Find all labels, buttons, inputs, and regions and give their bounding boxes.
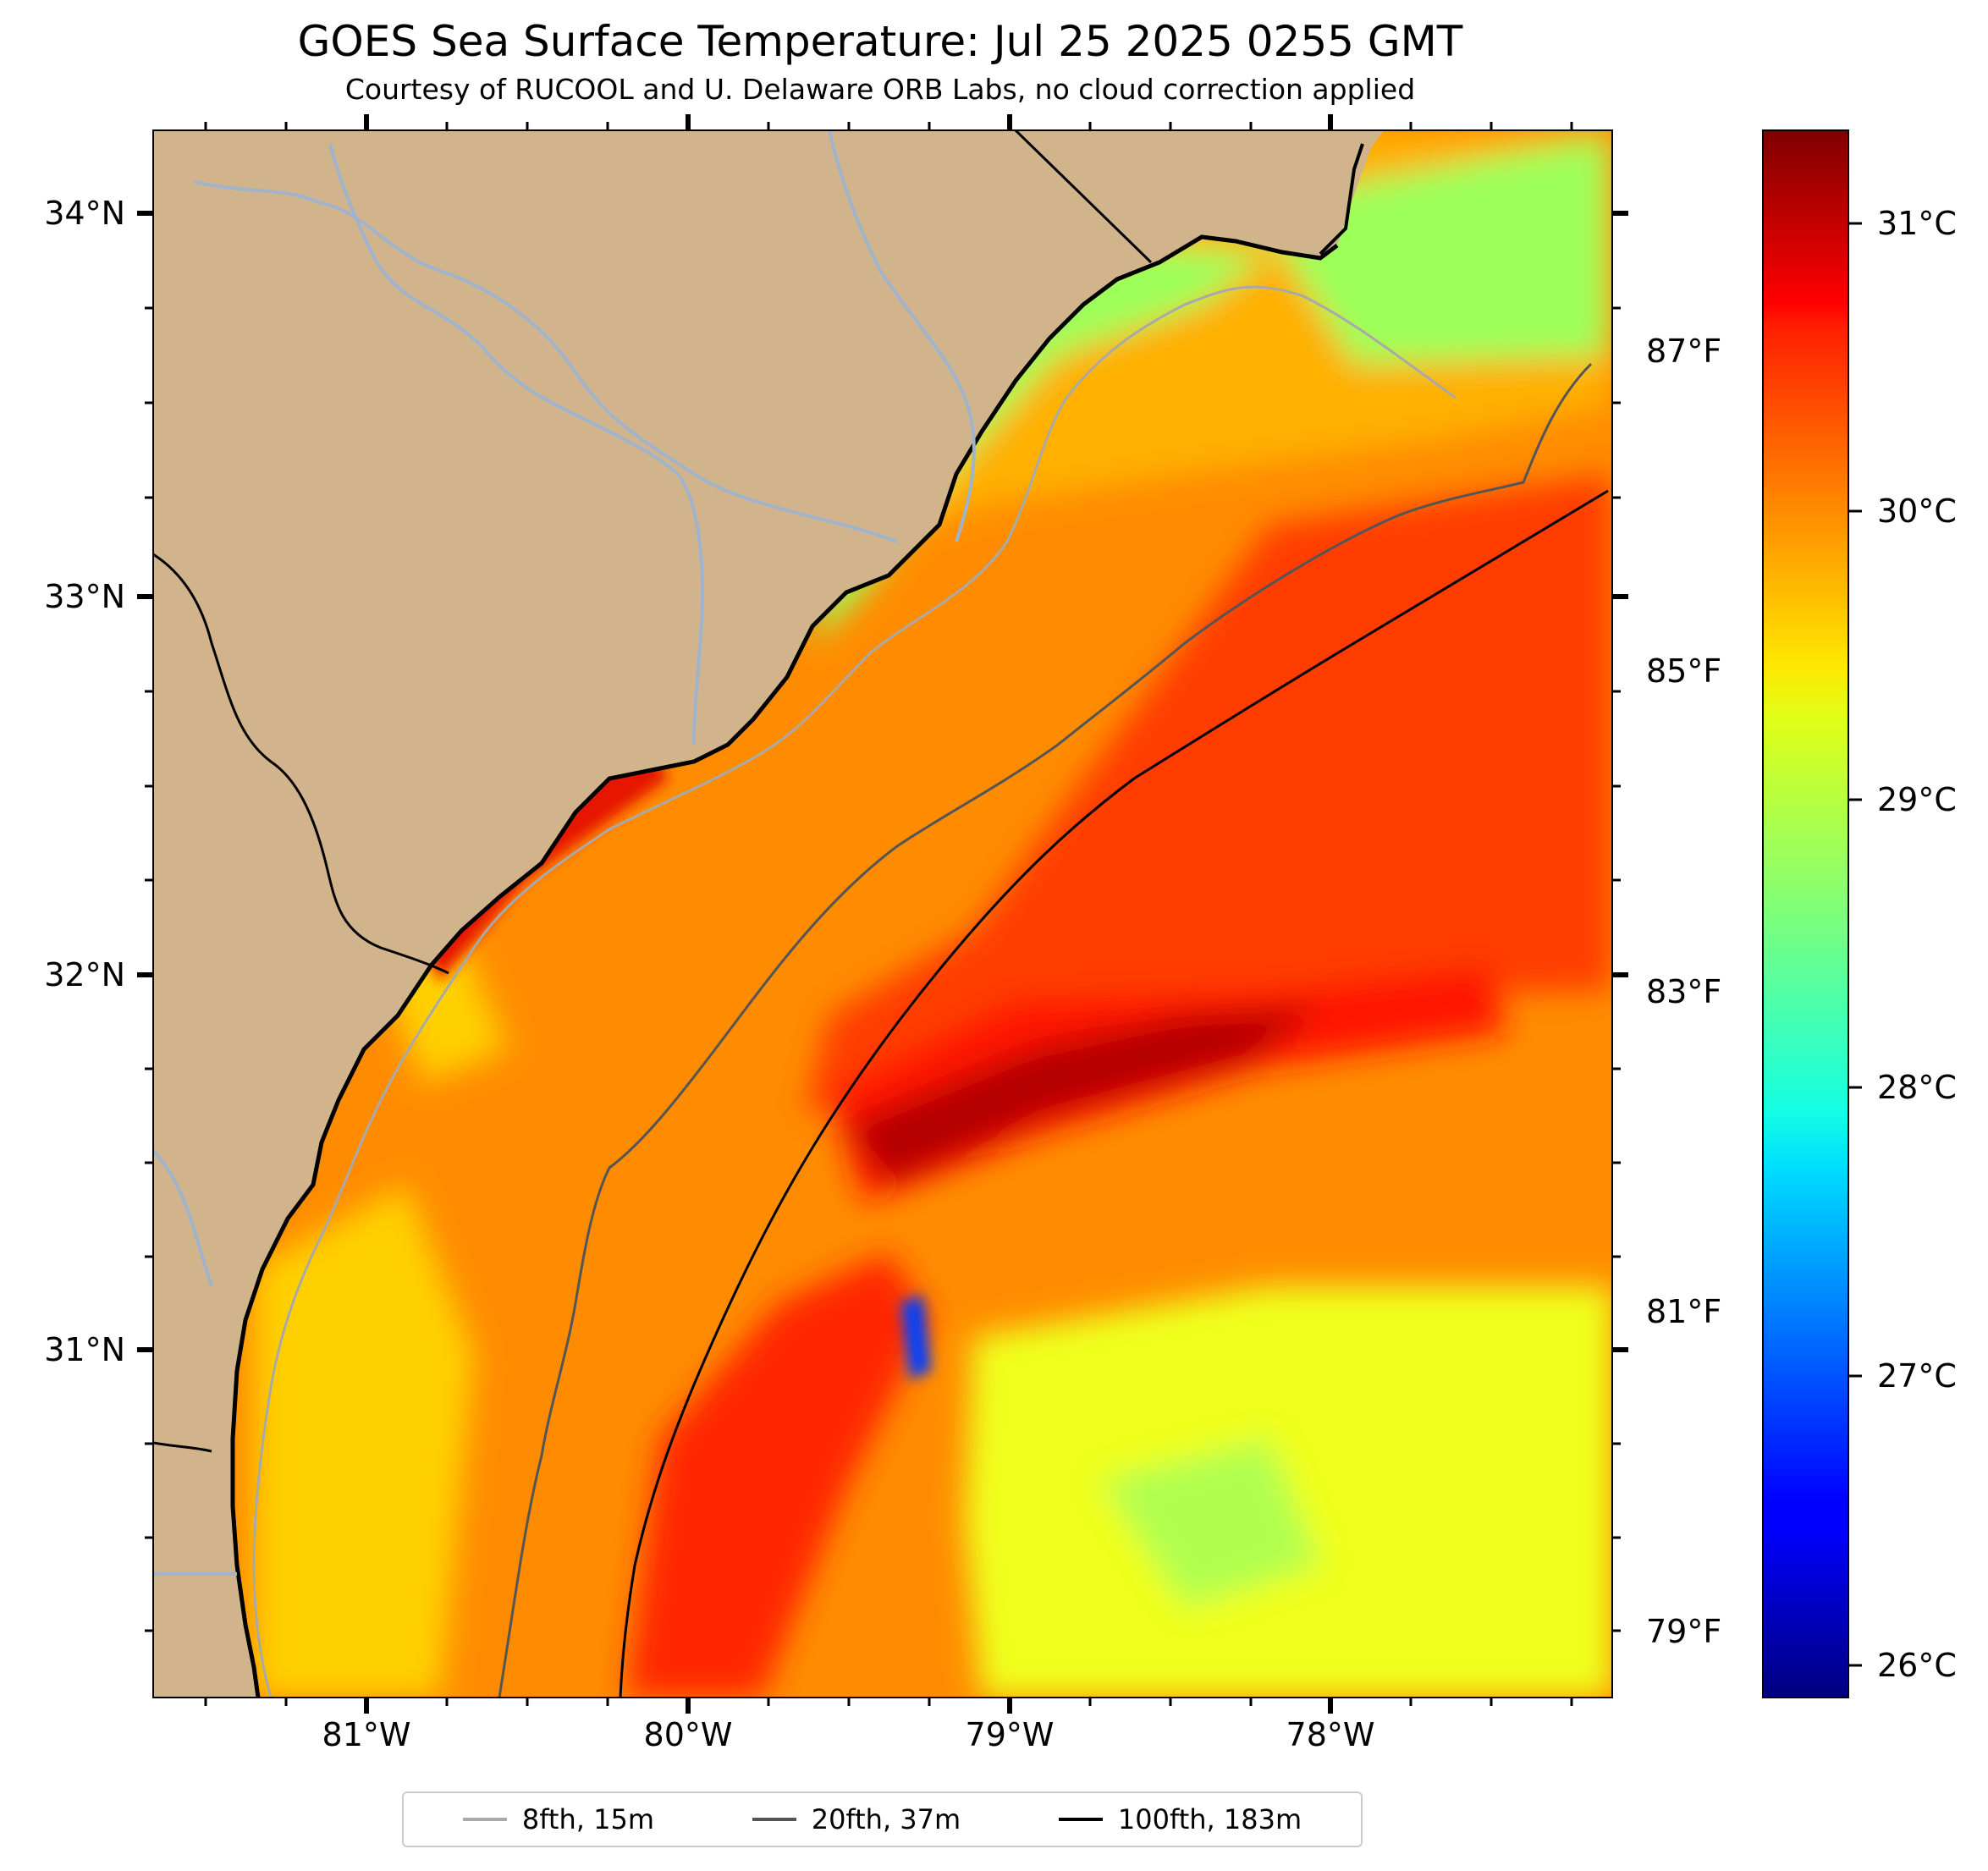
c-label-31: 31°C xyxy=(1877,205,1957,242)
isobath-100fth xyxy=(619,489,1609,1698)
lon-label-81: 81°W xyxy=(322,1716,411,1753)
sst-hot-core xyxy=(846,1007,1320,1185)
c-label-26: 26°C xyxy=(1877,1647,1957,1684)
map-frame xyxy=(152,129,1613,1698)
c-label-27: 27°C xyxy=(1877,1357,1957,1395)
legend-label-20fth: 20fth, 37m xyxy=(811,1803,961,1835)
coastline xyxy=(230,234,1339,1698)
lat-major-ticks xyxy=(137,211,1628,1352)
f-label-81: 81°F xyxy=(1646,1293,1722,1330)
f-label-87: 87°F xyxy=(1646,333,1722,370)
land-mass xyxy=(153,130,1384,1698)
sst-gulfstream-core xyxy=(829,965,1506,1202)
legend-line-20fth xyxy=(752,1818,796,1821)
sst-cold-speck xyxy=(901,1295,931,1379)
lon-major-ticks xyxy=(364,114,1333,1714)
c-label-28: 28°C xyxy=(1877,1069,1957,1106)
legend-item-8fth: 8fth, 15m xyxy=(462,1803,654,1835)
f-label-83: 83°F xyxy=(1646,973,1722,1010)
legend-label-100fth: 100fth, 183m xyxy=(1117,1803,1302,1835)
isobaths xyxy=(252,285,1609,1698)
sst-green-patch-se xyxy=(1100,1439,1320,1608)
sst-hot-south xyxy=(626,1252,931,1698)
colorbar-ticks xyxy=(1848,222,1862,1667)
c-label-30: 30°C xyxy=(1877,493,1957,530)
coastline-inlet xyxy=(1319,143,1364,256)
map-subtitle: Courtesy of RUCOOL and U. Delaware ORB L… xyxy=(344,73,1416,106)
state-borders xyxy=(153,130,1153,1453)
sst-gulfstream-east xyxy=(804,474,1612,1117)
legend-line-8fth xyxy=(462,1818,507,1821)
legend-label-8fth: 8fth, 15m xyxy=(521,1803,654,1835)
land xyxy=(153,130,1384,1698)
rivers xyxy=(153,130,976,1577)
isobath-legend: 8fth, 15m 20fth, 37m 100fth, 183m xyxy=(402,1791,1363,1847)
f-label-85: 85°F xyxy=(1646,652,1722,690)
lat-label-32: 32°N xyxy=(44,956,125,993)
legend-item-100fth: 100fth, 183m xyxy=(1058,1803,1302,1835)
c-label-29: 29°C xyxy=(1877,781,1957,818)
minor-ticks xyxy=(145,122,1621,1706)
map-title: GOES Sea Surface Temperature: Jul 25 202… xyxy=(297,17,1463,66)
f-label-79: 79°F xyxy=(1646,1613,1722,1650)
lon-label-80: 80°W xyxy=(643,1716,733,1753)
lat-label-31: 31°N xyxy=(44,1331,125,1368)
lat-label-33: 33°N xyxy=(44,578,125,615)
sst-yellow-sw xyxy=(254,1185,474,1698)
legend-item-20fth: 20fth, 37m xyxy=(752,1803,961,1835)
lon-label-79: 79°W xyxy=(965,1716,1055,1753)
isobath-8fth xyxy=(252,285,1457,1698)
legend-line-100fth xyxy=(1058,1818,1103,1821)
sst-warm-band-north xyxy=(355,130,1612,846)
colorbar xyxy=(1762,129,1849,1698)
lat-label-34: 34°N xyxy=(44,195,125,232)
lon-label-78: 78°W xyxy=(1286,1716,1375,1753)
isobath-20fth xyxy=(498,362,1593,1698)
